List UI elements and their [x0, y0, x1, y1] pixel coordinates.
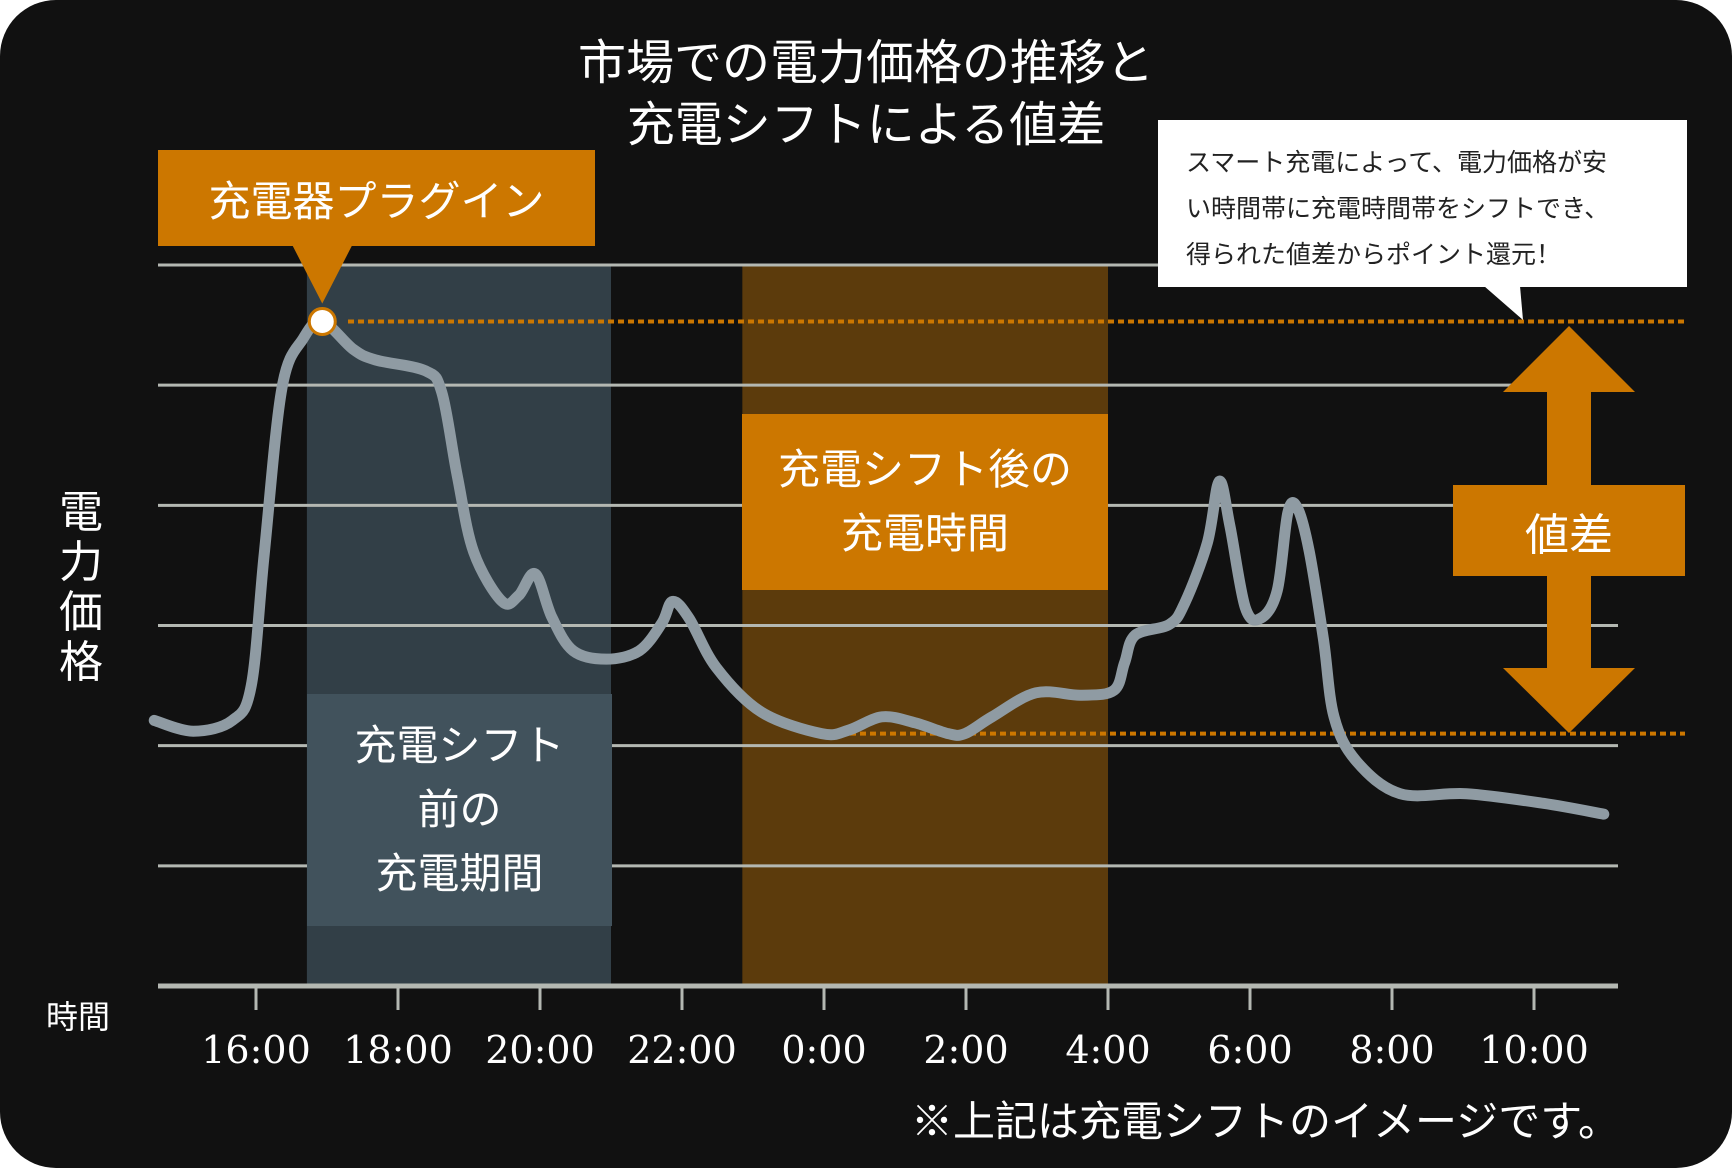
price-line: [148, 315, 1610, 820]
x-tick-label: 10:00: [1479, 1028, 1589, 1072]
callout-line: い時間帯に充電時間帯をシフトでき、: [1186, 194, 1610, 223]
before-label-line: 前の: [417, 785, 502, 834]
callout-line: スマート充電によって、電力価格が安: [1186, 148, 1608, 177]
x-tick-label: 18:00: [343, 1028, 453, 1072]
x-tick-label: 20:00: [485, 1028, 595, 1072]
x-tick-label: 8:00: [1349, 1028, 1435, 1072]
plugin-pointer: [292, 245, 353, 304]
before-label-line: 充電期間: [375, 849, 544, 898]
after-label-line: 充電シフト後の: [777, 445, 1072, 494]
price-difference-label: 値差: [1453, 485, 1685, 576]
chart-title-line-2: 充電シフトによる値差: [626, 97, 1106, 153]
callout-line: 得られた値差からポイント還元！: [1186, 240, 1562, 269]
x-tick-label: 4:00: [1065, 1028, 1151, 1072]
x-tick-label: 16:00: [201, 1028, 311, 1072]
x-axis-label: 時間: [46, 998, 111, 1036]
before-shift-label: 充電シフト 前の 充電期間: [307, 694, 612, 926]
y-axis-label: 電力価格: [59, 487, 103, 688]
after-label-line: 充電時間: [840, 509, 1009, 558]
x-tick-label: 22:00: [627, 1028, 737, 1072]
plugin-label: 充電器プラグイン: [158, 150, 595, 246]
after-shift-label: 充電シフト後の 充電時間: [742, 414, 1108, 590]
footnote: ※上記は充電シフトのイメージです。: [911, 1097, 1620, 1146]
plugin-point-marker: [307, 306, 337, 336]
callout-tail: [1484, 286, 1523, 320]
chart-title-line-1: 市場での電力価格の推移と: [577, 35, 1154, 91]
x-tick-label: 0:00: [781, 1028, 867, 1072]
x-tick-label: 6:00: [1207, 1028, 1293, 1072]
before-label-line: 充電シフト: [354, 721, 565, 770]
explanation-callout: スマート充電によって、電力価格が安 い時間帯に充電時間帯をシフトでき、 得られた…: [1158, 120, 1687, 287]
x-tick-label: 2:00: [923, 1028, 1009, 1072]
